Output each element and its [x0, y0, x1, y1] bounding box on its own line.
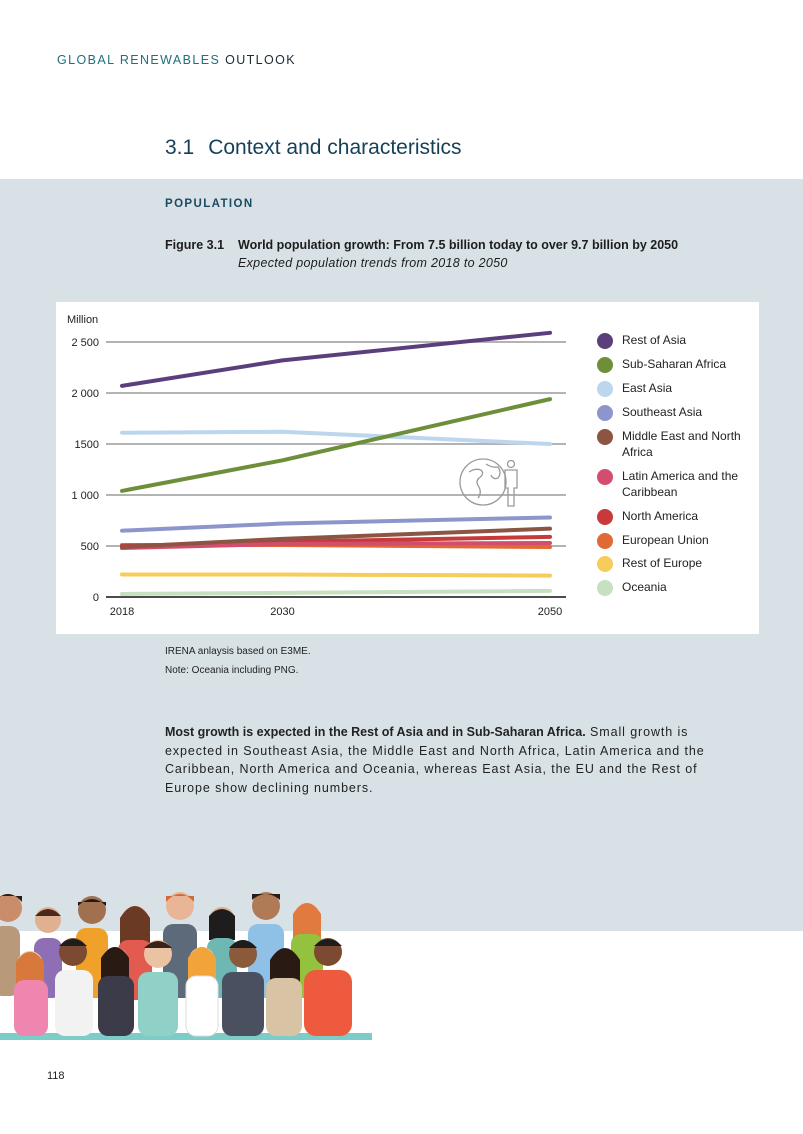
- chart-container: Million 0 500 1 000 1500 2 000 2 500 2018 2030 20…: [56, 302, 759, 634]
- legend-item: Rest of Europe: [597, 555, 747, 572]
- section-title-text: Context and characteristics: [208, 136, 462, 159]
- legend-swatch: [597, 381, 613, 397]
- oceania-note: Note: Oceania including PNG.: [165, 665, 299, 676]
- y-tick-label: 1 000: [71, 490, 99, 502]
- legend-item: Southeast Asia: [597, 404, 747, 421]
- x-tick-label: 2050: [538, 606, 562, 618]
- legend-label: Rest of Asia: [622, 333, 687, 347]
- series-line-latin-america-and-the-caribbean: [120, 540, 552, 551]
- y-tick-label: 0: [93, 592, 99, 604]
- y-tick-label: 2 500: [71, 337, 99, 349]
- people-crowd-illustration: [0, 892, 372, 1040]
- legend-item: Latin America and the Caribbean: [597, 468, 747, 500]
- legend-label: Southeast Asia: [622, 405, 703, 419]
- publication-header: GLOBAL RENEWABLES OUTLOOK: [57, 53, 296, 67]
- series-line-east-asia: [120, 429, 552, 446]
- series-line-oceania: [120, 588, 552, 596]
- legend-label: Oceania: [622, 580, 667, 594]
- legend-label: Latin America and the Caribbean: [622, 469, 739, 499]
- subsection-heading: POPULATION: [165, 198, 254, 210]
- body-text: Small growth is expected in Southeast As…: [165, 725, 705, 795]
- series-line-southeast-asia: [120, 515, 552, 533]
- legend-swatch: [597, 429, 613, 445]
- legend-swatch: [597, 509, 613, 525]
- series-line-middle-east-and-north-africa: [120, 526, 552, 550]
- y-tick-label: 2 000: [71, 388, 99, 400]
- body-paragraph: Most growth is expected in the Rest of A…: [165, 723, 740, 797]
- legend-swatch: [597, 357, 613, 373]
- figure-label: Figure 3.1: [165, 238, 225, 252]
- legend-item: Middle East and North Africa: [597, 428, 747, 460]
- legend-swatch: [597, 469, 613, 485]
- legend-item: North America: [597, 508, 747, 525]
- legend-item: Oceania: [597, 579, 747, 596]
- legend-item: Rest of Asia: [597, 332, 747, 349]
- series-line-rest-of-europe: [120, 572, 552, 578]
- legend-item: Sub-Saharan Africa: [597, 356, 747, 373]
- legend-swatch: [597, 333, 613, 349]
- header-part1: GLOBAL RENEWABLES: [57, 53, 221, 67]
- header-part2: OUTLOOK: [225, 53, 296, 67]
- legend-swatch: [597, 580, 613, 596]
- y-axis-label: Million: [67, 314, 98, 326]
- legend-label: East Asia: [622, 381, 673, 395]
- legend-item: European Union: [597, 532, 747, 549]
- legend-label: Rest of Europe: [622, 556, 703, 570]
- section-title: 3.1 Context and characteristics: [165, 136, 462, 160]
- y-tick-label: 1500: [75, 439, 99, 451]
- body-bold-lead: Most growth is expected in the Rest of A…: [165, 725, 586, 739]
- series-line-sub-saharan-africa: [120, 397, 552, 493]
- legend-label: European Union: [622, 533, 709, 547]
- legend-label: Sub-Saharan Africa: [622, 357, 727, 371]
- legend-swatch: [597, 405, 613, 421]
- x-tick-label: 2018: [110, 606, 134, 618]
- legend-swatch: [597, 556, 613, 572]
- page-number: 118: [47, 1070, 65, 1082]
- globe-person-icon: [459, 458, 518, 507]
- source-note: IRENA anlaysis based on E3ME.: [165, 646, 311, 657]
- line-chart: Million 0 500 1 000 1500 2 000 2 500 2018 2030 20…: [67, 314, 566, 618]
- figure-title: World population growth: From 7.5 billio…: [238, 238, 679, 252]
- legend-label: North America: [622, 509, 699, 523]
- legend-label: Middle East and North Africa: [622, 429, 741, 459]
- series-line-rest-of-asia: [120, 330, 552, 388]
- legend-swatch: [597, 533, 613, 549]
- figure-subtitle: Expected population trends from 2018 to …: [238, 256, 508, 270]
- x-tick-label: 2030: [270, 606, 294, 618]
- y-tick-label: 500: [81, 541, 99, 553]
- section-number: 3.1: [165, 136, 195, 159]
- legend-item: East Asia: [597, 380, 747, 397]
